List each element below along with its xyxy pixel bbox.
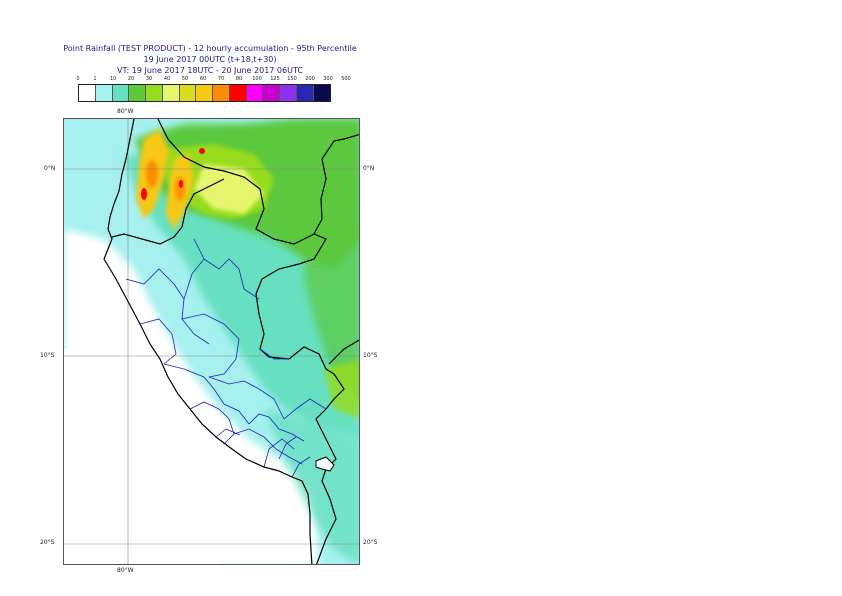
region-borders: [125, 238, 327, 478]
rain-band-green-east: [304, 229, 359, 398]
lat-label-left: 10°S: [40, 352, 55, 359]
run-time-label: 19 June 2017 00UTC (t+18,t+30): [143, 55, 277, 64]
legend-swatch: [112, 85, 130, 101]
border-peru-brazil-bolivia: [255, 233, 345, 564]
legend-label: 20: [127, 76, 135, 82]
legend-swatch: [129, 85, 146, 101]
lat-label-right: 20°S: [363, 539, 378, 546]
rain-band-yellow: [194, 164, 264, 214]
dry-ocean-area-2: [64, 349, 223, 564]
legend-swatch: [146, 85, 163, 101]
legend-swatch: [95, 85, 113, 101]
legend-label: 40: [163, 76, 171, 82]
rainfall-map: [63, 118, 360, 565]
legend-labels: 0 1 10 20 30 40 50 60 70 80 100 125 150 …: [60, 76, 380, 84]
lon-label-bottom: 80°W: [117, 567, 134, 574]
lat-label-right: 0°N: [363, 165, 375, 172]
border-ecuador-colombia: [157, 119, 359, 245]
lat-label-left: 0°N: [44, 165, 56, 172]
valid-time-label: VT: 19 June 2017 18UTC - 20 June 2017 06…: [117, 66, 303, 75]
legend-label: 125: [270, 76, 280, 82]
legend-label: 300: [323, 76, 333, 82]
rain-band-yellowgreen-east: [324, 359, 359, 419]
border-brazil-bolivia: [328, 339, 359, 365]
legend-label: 60: [199, 76, 207, 82]
rain-band-orange: [146, 160, 158, 188]
rain-band-red-3: [199, 148, 205, 154]
legend-label: 1: [93, 76, 97, 82]
legend-label: 10: [109, 76, 117, 82]
border-ecuador-peru: [111, 178, 225, 245]
legend-label: 150: [287, 76, 297, 82]
lake-titicaca: [315, 456, 335, 472]
legend-swatch: [246, 85, 264, 101]
legend-label: 100: [252, 76, 262, 82]
legend-swatch: [162, 85, 180, 101]
legend-swatch: [196, 85, 213, 101]
chart-title: Point Rainfall (TEST PRODUCT) - 12 hourl…: [63, 44, 357, 53]
legend-label: 200: [305, 76, 315, 82]
rain-band-teal-south: [264, 409, 359, 564]
coastline: [103, 119, 313, 564]
legend-swatch: [213, 85, 230, 101]
legend-swatch: [313, 85, 331, 101]
legend-swatch: [79, 85, 96, 101]
legend-swatch: [263, 85, 280, 101]
map-canvas: [64, 119, 359, 564]
legend-swatch: [179, 85, 197, 101]
lon-label-top: 80°W: [117, 108, 134, 115]
legend-label: 80: [235, 76, 243, 82]
legend-label: 500: [341, 76, 351, 82]
legend-swatch: [229, 85, 247, 101]
lat-label-left: 20°S: [40, 539, 55, 546]
legend-label: 30: [145, 76, 153, 82]
color-legend: [78, 84, 332, 102]
legend-label: 70: [217, 76, 225, 82]
rain-band-red: [141, 188, 147, 200]
legend-swatch: [296, 85, 314, 101]
legend-swatch: [280, 85, 297, 101]
legend-label: 0: [76, 76, 80, 82]
legend-label: 50: [181, 76, 189, 82]
rain-band-red-2: [179, 180, 183, 188]
lat-label-right: 10°S: [363, 352, 378, 359]
